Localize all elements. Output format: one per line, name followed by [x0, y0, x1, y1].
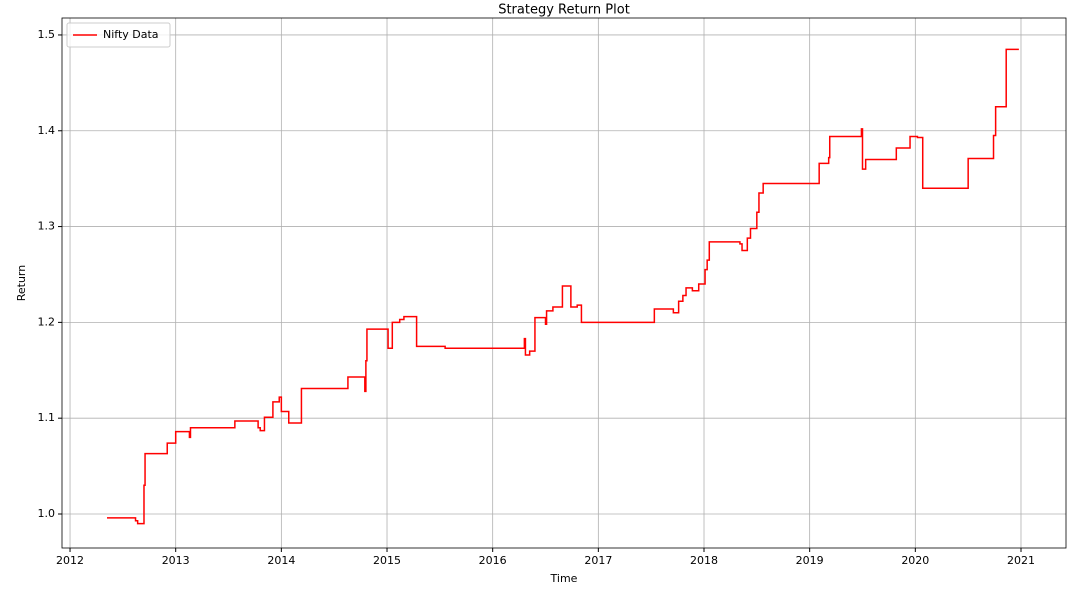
x-tick-label: 2016	[479, 554, 507, 567]
y-tick-label: 1.1	[38, 411, 56, 424]
legend-box	[66, 22, 171, 48]
data-line	[107, 48, 1019, 525]
y-tick-label: 1.5	[38, 28, 56, 41]
x-tick-label: 2013	[162, 554, 190, 567]
chart-title: Strategy Return Plot	[498, 3, 630, 18]
y-tick-label: 1.2	[38, 315, 56, 328]
y-axis-label: Return	[15, 265, 28, 302]
legend-label: Nifty Data	[103, 28, 159, 41]
y-tick-label: 1.3	[38, 220, 56, 233]
y-tick-label: 1.4	[38, 124, 56, 137]
plot-frame	[61, 17, 1067, 549]
x-tick-label: 2017	[584, 554, 612, 567]
y-tick-label: 1.0	[38, 507, 56, 520]
x-tick-label: 2015	[373, 554, 401, 567]
x-tick-label: 2021	[1007, 554, 1035, 567]
x-tick-label: 2018	[690, 554, 718, 567]
x-axis-label: Time	[550, 572, 578, 585]
x-tick-label: 2014	[267, 554, 295, 567]
x-tick-label: 2012	[56, 554, 84, 567]
x-tick-label: 2020	[901, 554, 929, 567]
x-tick-label: 2019	[796, 554, 824, 567]
